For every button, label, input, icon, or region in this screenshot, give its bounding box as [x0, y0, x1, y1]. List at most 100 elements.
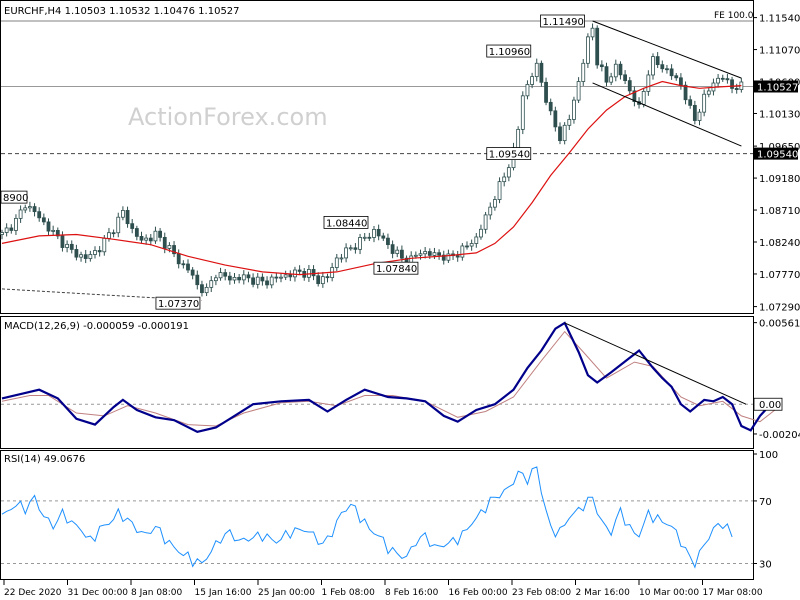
time-axis-label: 17 Mar 08:00: [703, 588, 763, 598]
candle: [372, 226, 376, 243]
candle: [348, 244, 353, 251]
candle-body: [423, 251, 428, 255]
candle-body: [455, 255, 460, 258]
candle-body: [283, 274, 288, 278]
candle-body: [576, 81, 581, 101]
candle-body: [534, 62, 539, 78]
candle-body: [297, 269, 302, 272]
candle-body: [97, 250, 102, 253]
candle: [683, 81, 688, 105]
candle: [339, 253, 344, 263]
candle-body: [399, 249, 404, 259]
candle-body: [548, 101, 553, 112]
candle-body: [246, 274, 251, 279]
price-annotation-label: 1.07370: [158, 299, 199, 310]
candle: [200, 280, 204, 297]
candle: [441, 250, 446, 265]
candle-body: [553, 110, 558, 128]
candle: [37, 207, 42, 222]
candle-body: [46, 221, 51, 232]
candle-body: [209, 280, 214, 288]
candle: [93, 246, 97, 259]
time-axis-label: 1 Feb 08:00: [322, 588, 376, 598]
candle-body: [530, 76, 534, 85]
candle-body: [441, 254, 446, 261]
candle: [581, 59, 586, 86]
candle-body: [232, 276, 237, 281]
candle-body: [339, 257, 344, 260]
time-axis-label: 16 Feb 00:00: [449, 588, 508, 598]
candle: [162, 232, 167, 254]
price-annotation-box: [155, 296, 201, 310]
candle-body: [320, 276, 325, 285]
candle-body: [734, 88, 739, 90]
candle: [111, 229, 116, 238]
candle: [655, 52, 660, 69]
channel-upper-line: [592, 20, 742, 79]
candle-body: [655, 56, 660, 66]
candle: [627, 77, 632, 95]
time-axis-label: 31 Dec 00:00: [68, 588, 129, 598]
candle: [558, 122, 562, 145]
candle-body: [413, 254, 418, 257]
candle-body: [395, 249, 400, 254]
candle: [23, 204, 28, 214]
candle: [390, 240, 395, 259]
candle-body: [683, 84, 688, 101]
candle: [121, 206, 125, 221]
macd-axis-label: 0.005618: [759, 319, 800, 330]
candle: [144, 234, 149, 245]
candle: [446, 249, 451, 263]
candle: [613, 59, 618, 82]
candle-body: [706, 90, 711, 95]
candle: [190, 267, 195, 280]
candle: [46, 218, 51, 236]
candle: [153, 226, 158, 244]
candle-body: [348, 247, 353, 250]
candle: [130, 218, 135, 234]
candle: [469, 239, 474, 251]
candle-body: [241, 274, 246, 281]
price-axis-label: 1.10130: [759, 109, 800, 120]
candle: [520, 91, 525, 135]
candle: [623, 70, 627, 85]
time-axis-label: 8 Jan 08:00: [131, 588, 183, 598]
candle: [669, 64, 674, 80]
candle-body: [432, 252, 437, 256]
candle-body: [720, 77, 725, 80]
candle: [590, 23, 595, 41]
candle: [51, 225, 56, 236]
candle: [460, 243, 465, 261]
price-axis-label: 1.08240: [759, 238, 800, 249]
candle-body: [32, 206, 37, 213]
candle: [148, 233, 153, 246]
candle: [186, 259, 190, 273]
candle-body: [153, 230, 158, 242]
candle-body: [251, 277, 256, 285]
candle-body: [102, 237, 107, 253]
candle: [492, 195, 497, 211]
candle-body: [74, 249, 79, 258]
candle-body: [641, 90, 646, 105]
candle: [474, 233, 479, 248]
candle: [213, 274, 218, 286]
candle-body: [516, 128, 521, 149]
candle-body: [213, 277, 218, 282]
candle: [172, 241, 176, 258]
time-axis-label: 2 Mar 16:00: [576, 588, 631, 598]
candle-body: [590, 27, 595, 38]
candle: [325, 273, 330, 283]
candle-body: [595, 27, 600, 66]
candle-body: [148, 237, 153, 242]
candle: [55, 227, 60, 240]
candle: [497, 177, 502, 204]
channel-lower-line: [592, 82, 742, 147]
candle: [158, 228, 163, 242]
candle-body: [167, 245, 172, 249]
price-annotation-box: [540, 14, 585, 28]
candle: [706, 87, 711, 98]
candle-body: [79, 254, 83, 258]
candle: [32, 203, 37, 217]
candle-body: [353, 247, 358, 250]
